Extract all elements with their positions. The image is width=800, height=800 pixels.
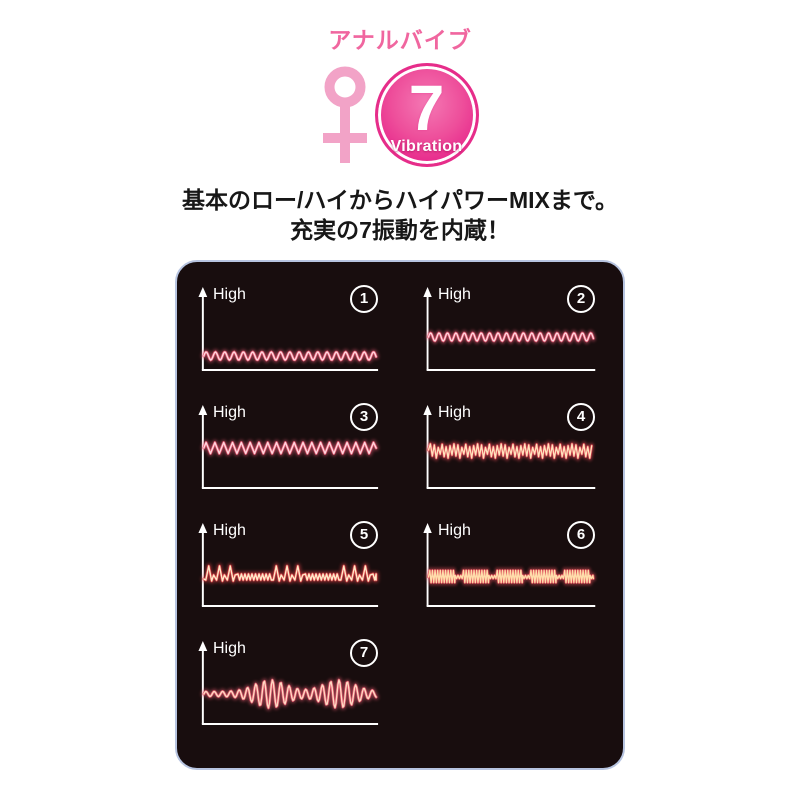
waveform-plot bbox=[198, 640, 379, 725]
axis-label-high: High bbox=[213, 521, 246, 539]
axis-label-high: High bbox=[438, 521, 471, 539]
vibration-chart: High 1 bbox=[196, 284, 382, 376]
axis-label-high: High bbox=[438, 285, 471, 303]
chart-number-badge: 1 bbox=[350, 284, 378, 313]
waveform-plot bbox=[423, 286, 596, 371]
headline: 基本のロー/ハイからハイパワーMIXまで。 充実の7振動を内蔵！ bbox=[0, 186, 800, 246]
vibration-chart: High 3 bbox=[196, 402, 382, 494]
product-label: アナルバイブ bbox=[328, 27, 472, 53]
waveform-line bbox=[201, 677, 379, 711]
waveform-plot bbox=[423, 522, 596, 607]
vibration-chart: High 6 bbox=[421, 520, 599, 612]
headline-line-2: 充実の7振動を内蔵！ bbox=[290, 216, 510, 243]
y-axis-arrow-icon bbox=[198, 522, 208, 533]
axis-label-high: High bbox=[438, 403, 471, 421]
waveform-line bbox=[201, 349, 379, 363]
chart-number-badge: 6 bbox=[567, 520, 595, 549]
y-axis-arrow-icon bbox=[423, 522, 432, 533]
waveform-line bbox=[425, 567, 596, 586]
vibration-patterns-panel: High 1 High 2 High 3 High 4 bbox=[175, 259, 625, 770]
waveform-line bbox=[201, 563, 379, 584]
badge-caption: Vibration bbox=[390, 138, 463, 155]
waveform-line bbox=[425, 441, 595, 461]
vibration-chart: High 2 bbox=[421, 284, 599, 376]
vibration-chart: High 5 bbox=[196, 520, 382, 612]
y-axis-arrow-icon bbox=[198, 404, 208, 415]
vibration-chart: High 7 bbox=[196, 638, 382, 730]
badge-number: 7 bbox=[408, 72, 445, 144]
vibration-chart: High 4 bbox=[421, 402, 599, 494]
headline-line-1: 基本のロー/ハイからハイパワーMIXまで。 bbox=[182, 187, 618, 213]
waveform-plot bbox=[198, 522, 379, 607]
y-axis-arrow-icon bbox=[423, 286, 432, 297]
waveform-line bbox=[425, 330, 596, 344]
chart-number-badge: 5 bbox=[350, 520, 378, 549]
waveform-plot bbox=[423, 404, 596, 489]
waveform-line bbox=[201, 439, 379, 457]
axis-label-high: High bbox=[213, 403, 246, 421]
chart-number-badge: 7 bbox=[350, 638, 378, 667]
waveform-plot bbox=[198, 286, 379, 371]
female-symbol-icon bbox=[322, 66, 367, 163]
chart-number-badge: 4 bbox=[567, 402, 595, 431]
y-axis-arrow-icon bbox=[198, 640, 208, 651]
vibration-count-badge: 7 Vibration bbox=[374, 63, 479, 167]
waveform-plot bbox=[198, 404, 379, 489]
chart-number-badge: 2 bbox=[567, 284, 595, 313]
axis-label-high: High bbox=[213, 639, 246, 657]
header-badge-row: 7 Vibration bbox=[0, 63, 800, 173]
y-axis-arrow-icon bbox=[198, 286, 208, 297]
chart-number-badge: 3 bbox=[350, 402, 378, 431]
y-axis-arrow-icon bbox=[423, 404, 432, 415]
axis-label-high: High bbox=[213, 285, 246, 303]
